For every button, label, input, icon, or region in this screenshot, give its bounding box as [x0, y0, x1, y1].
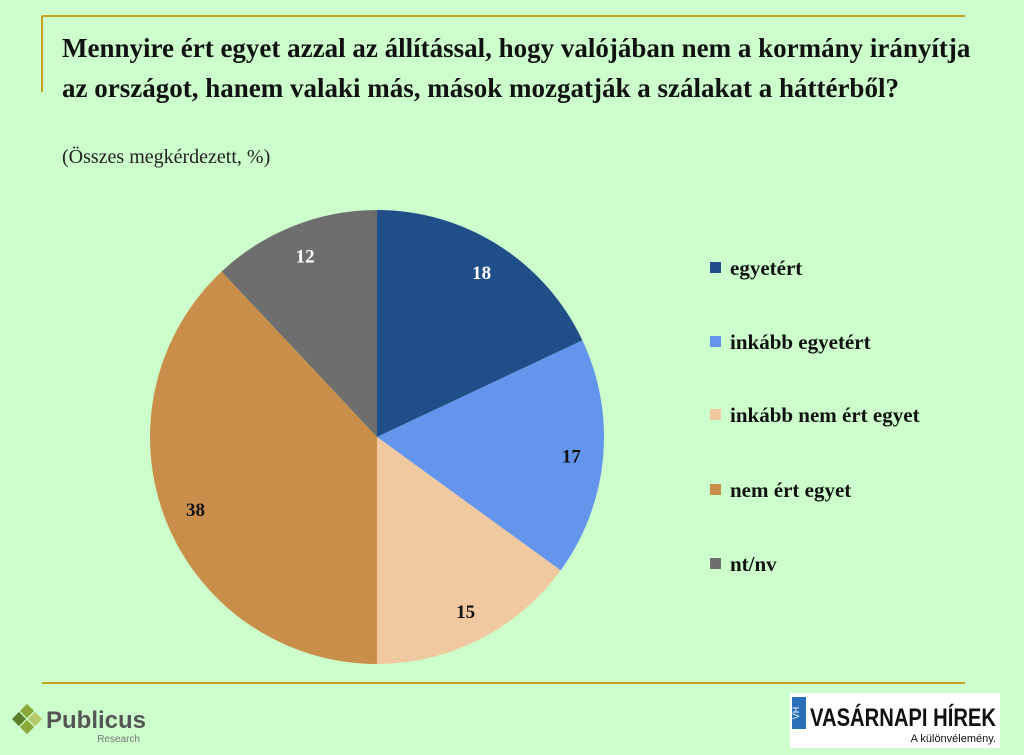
logo-subtext: A különvélemény.: [911, 733, 996, 745]
data-label: 38: [186, 500, 205, 521]
legend-label: inkább nem ért egyet: [730, 403, 920, 427]
chart-subtitle: (Összes megkérdezett, %): [62, 146, 271, 168]
legend-swatch: [710, 409, 721, 420]
legend-swatch: [710, 262, 721, 273]
legend-item: nem ért egyet: [710, 475, 930, 505]
legend-label: egyetért: [730, 256, 803, 280]
logo-mark: VH: [791, 707, 801, 720]
pie-slice: [377, 210, 583, 437]
publicus-logo: Publicus Research: [11, 703, 146, 745]
logo-text: VASÁRNAPI HÍREK: [810, 703, 996, 732]
data-label: 18: [472, 263, 491, 284]
legend-item: inkább egyetért: [710, 327, 930, 357]
legend-swatch: [710, 558, 721, 569]
pie-slice: [377, 437, 561, 664]
legend-item: inkább nem ért egyet: [710, 400, 930, 430]
pie-slice: [377, 340, 604, 571]
legend-swatch: [710, 336, 721, 347]
pie-slice: [221, 210, 377, 437]
vh-logo: VH VASÁRNAPI HÍREK A különvélemény.: [790, 693, 1000, 748]
legend-item: egyetért: [710, 253, 930, 283]
data-label: 17: [562, 446, 582, 467]
legend-label: inkább egyetért: [730, 330, 871, 354]
pie-slice: [149, 271, 377, 664]
chart-title: Mennyire ért egyet azzal az állítással, …: [62, 33, 971, 103]
legend-item: nt/nv: [710, 549, 930, 579]
legend-label: nem ért egyet: [730, 478, 852, 502]
data-label: 12: [296, 246, 315, 267]
legend-swatch: [710, 484, 721, 495]
logo-subtext: Research: [97, 734, 140, 745]
logo-text: Publicus: [46, 707, 146, 734]
legend-label: nt/nv: [730, 552, 777, 576]
data-label: 15: [456, 602, 475, 623]
